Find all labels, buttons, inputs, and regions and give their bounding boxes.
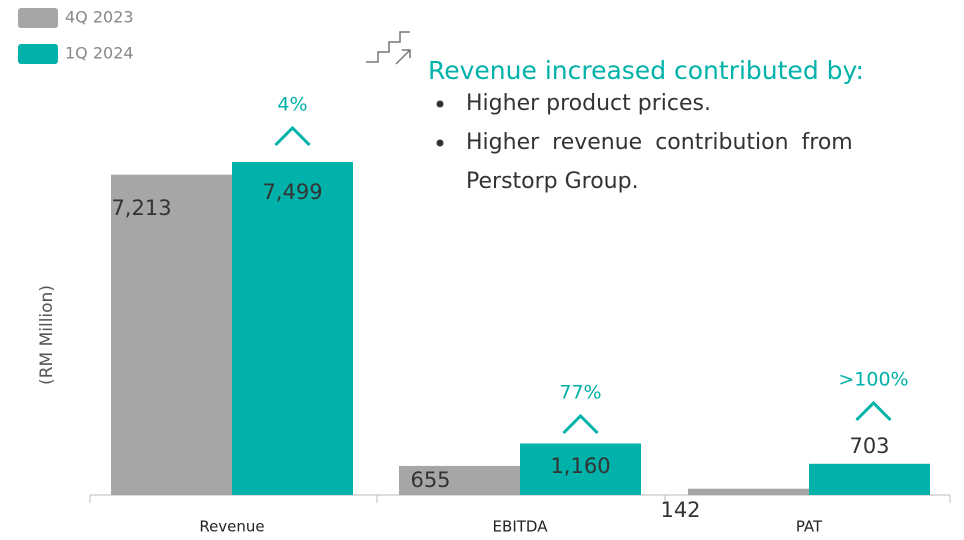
arrow-icon [395,49,411,65]
bar [520,443,641,495]
commentary-heading: Revenue increased contributed by: [428,56,864,85]
bullet-text: Higher revenue contribution from [466,130,853,155]
up-chevron [855,400,892,422]
legend-label: 4Q 2023 [65,8,134,27]
bar [809,463,930,495]
change-label: 4% [277,94,307,116]
x-tick-label: PAT [796,518,823,536]
bar [232,162,353,495]
legend-label: 1Q 2024 [65,44,134,63]
y-axis-label: (RM Million) [37,285,57,385]
bullet-text: Perstorp Group. [466,169,639,194]
up-chevron [562,413,599,435]
value-label: 7,213 [111,196,171,220]
value-label: 655 [410,468,450,492]
up-chevron [274,125,311,147]
value-label: 142 [660,498,700,522]
x-tick-label: Revenue [199,518,264,536]
bullet-dot [436,100,444,108]
stairs-icon [366,31,410,63]
bullet-dot [436,139,444,147]
value-label: 703 [849,434,889,458]
change-label: >100% [838,369,908,391]
value-label: 1,160 [550,454,610,478]
x-tick-label: EBITDA [493,518,549,536]
value-label: 7,499 [262,180,322,204]
legend-swatch [18,8,58,28]
change-label: 77% [559,382,601,404]
bullet-text: Higher product prices. [466,91,711,116]
legend-swatch [18,44,58,64]
bar [399,465,520,495]
bar [688,488,809,495]
bar [111,174,232,496]
